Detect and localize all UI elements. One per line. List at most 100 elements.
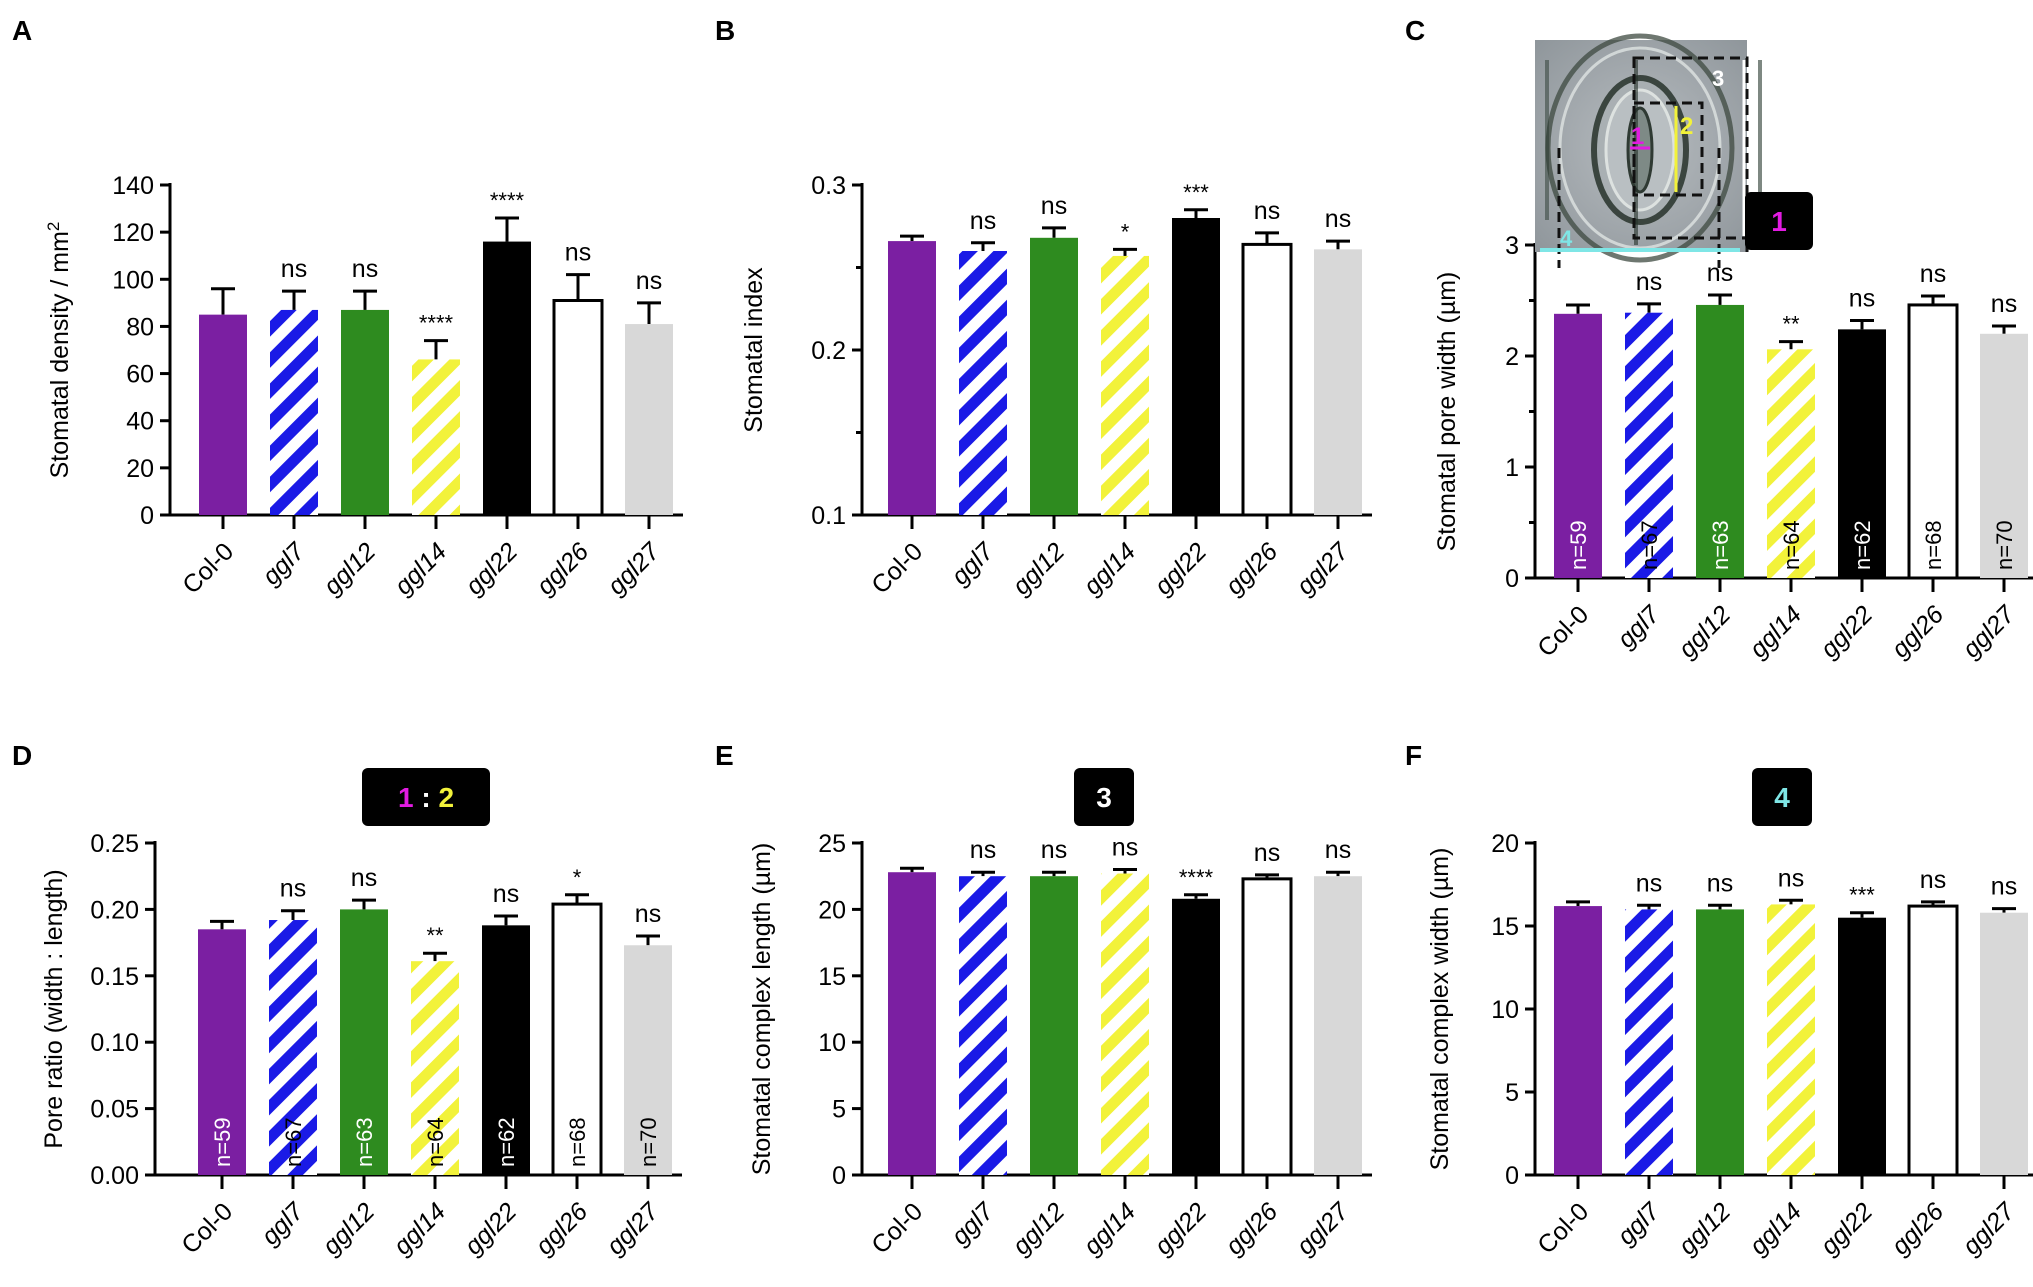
x-tick-label: ggl7 xyxy=(946,537,1000,591)
significance-label: * xyxy=(573,865,582,890)
x-tick-label: ggl14 xyxy=(1078,537,1141,600)
y-tick-label: 3 xyxy=(1505,232,1519,260)
y-axis-label: Stomatal index xyxy=(740,267,768,433)
bar-col-0 xyxy=(198,929,246,1175)
x-tick-label: ggl27 xyxy=(1957,1197,2021,1261)
significance-label: **** xyxy=(490,188,525,213)
badge-c: 1 xyxy=(1745,192,1813,250)
bar-ggl22 xyxy=(483,241,531,516)
x-tick-label: ggl22 xyxy=(1815,600,1878,663)
x-tick-label: ggl14 xyxy=(1744,1197,1807,1260)
significance-label: ns xyxy=(1041,836,1067,864)
x-tick-label: ggl12 xyxy=(1007,537,1070,600)
bar-ggl12 xyxy=(1030,876,1078,1175)
y-tick-label: 140 xyxy=(112,172,154,200)
significance-label: ns xyxy=(1991,873,2017,901)
y-tick-label: 100 xyxy=(112,266,154,294)
y-tick-label: 0.10 xyxy=(90,1029,139,1057)
x-tick-label: Col-0 xyxy=(1532,1197,1594,1259)
y-tick-label: 10 xyxy=(1491,996,1519,1024)
significance-label: ns xyxy=(1254,197,1280,225)
significance-label: ns xyxy=(1707,869,1733,897)
bar-ggl26 xyxy=(1241,877,1293,1177)
bar-col-0 xyxy=(888,872,936,1175)
y-tick-label: 0.05 xyxy=(90,1096,139,1124)
bar-col-0 xyxy=(1554,313,1602,578)
panel-b-chart: 0.1 0.2 0.3 Stomatal index Col-0 ggl7 ns ggl12 n… xyxy=(740,172,1372,600)
n-label: n=62 xyxy=(494,1117,519,1167)
panel-d-chart: 0.00 0.05 0.10 0.15 0.20 0.25 Pore ratio (widt… xyxy=(40,830,682,1260)
y-tick-label: 15 xyxy=(818,963,846,991)
badge-d-label-2: 2 xyxy=(438,782,454,813)
significance-label: ns xyxy=(493,880,519,908)
bar-ggl27 xyxy=(1314,249,1362,515)
panel-letter-c: C xyxy=(1405,15,1425,46)
panel-letter-f: F xyxy=(1405,740,1422,771)
x-tick-label: ggl27 xyxy=(1291,537,1355,601)
significance-label: ns xyxy=(1112,834,1138,862)
bar-ggl14 xyxy=(1767,904,1815,1175)
significance-label: ns xyxy=(635,900,661,928)
stomata-micrograph-inset: 1 2 3 4 xyxy=(1535,33,1762,268)
x-tick-label: Col-0 xyxy=(176,1197,238,1259)
x-tick-label: ggl12 xyxy=(1673,1197,1736,1260)
n-label: n=59 xyxy=(210,1117,235,1167)
y-axis-label: Pore ratio (width : length) xyxy=(40,869,68,1148)
y-tick-label: 20 xyxy=(126,455,154,483)
badge-f-label: 4 xyxy=(1774,782,1790,813)
significance-label: ns xyxy=(280,875,306,903)
panel-e-chart: 0 5 10 15 20 25 Stomatal complex length (µm) Co… xyxy=(748,830,1372,1260)
bar-ggl12 xyxy=(1696,909,1744,1175)
n-label: n=70 xyxy=(636,1117,661,1167)
n-label: n=68 xyxy=(565,1117,590,1167)
significance-label: ns xyxy=(1636,869,1662,897)
y-tick-label: 0.00 xyxy=(90,1162,139,1190)
x-tick-label: Col-0 xyxy=(1532,600,1594,662)
panel-letter-b: B xyxy=(715,15,735,46)
significance-label: *** xyxy=(1183,180,1209,205)
n-label: n=70 xyxy=(1992,520,2017,570)
y-tick-label: 0.1 xyxy=(811,502,846,530)
significance-label: ns xyxy=(636,267,662,295)
y-tick-label: 20 xyxy=(1491,830,1519,858)
x-tick-label: ggl22 xyxy=(460,537,523,600)
x-tick-label: ggl26 xyxy=(1220,537,1283,600)
bar-ggl7 xyxy=(269,920,317,1175)
inset-label-4: 4 xyxy=(1560,226,1573,251)
panel-a-chart: 0 20 40 60 80 100 120 140 Stomatal density / mm2… xyxy=(44,172,683,600)
x-tick-label: ggl14 xyxy=(1078,1197,1141,1260)
x-tick-label: ggl12 xyxy=(1673,600,1736,663)
bar-ggl26 xyxy=(1907,904,1959,1177)
x-tick-label: ggl7 xyxy=(257,537,311,591)
significance-label: **** xyxy=(419,311,454,336)
y-tick-label: 0.20 xyxy=(90,896,139,924)
bar-ggl12 xyxy=(1030,237,1078,516)
significance-label: ns xyxy=(281,255,307,283)
inset-label-1: 1 xyxy=(1631,123,1644,150)
panel-f-chart: 0 5 10 15 20 Stomatal complex width (µm) Col-0… xyxy=(1426,830,2033,1260)
significance-label: ns xyxy=(1325,205,1351,233)
significance-label: ** xyxy=(426,923,444,948)
y-axis-label: Stomatal pore width (µm) xyxy=(1433,272,1461,552)
x-tick-label: ggl27 xyxy=(1957,600,2021,664)
x-tick-label: ggl14 xyxy=(1744,600,1807,663)
x-tick-label: ggl7 xyxy=(946,1197,1000,1251)
y-tick-label: 20 xyxy=(818,896,846,924)
significance-label: ns xyxy=(1254,839,1280,867)
bar-ggl22 xyxy=(482,925,530,1175)
badge-d-separator: : xyxy=(414,782,439,813)
significance-label: ns xyxy=(1778,864,1804,892)
x-tick-label: ggl7 xyxy=(256,1197,310,1251)
significance-label: ns xyxy=(1325,836,1351,864)
significance-label: ns xyxy=(1991,290,2017,318)
panel-letter-d: D xyxy=(12,740,32,771)
significance-label: ns xyxy=(352,255,378,283)
x-tick-label: ggl22 xyxy=(1149,537,1212,600)
significance-label: ns xyxy=(565,239,591,267)
badge-f: 4 xyxy=(1752,768,1812,826)
bar-ggl22 xyxy=(1172,898,1220,1175)
significance-label: ns xyxy=(1849,284,1875,312)
x-tick-label: ggl7 xyxy=(1612,600,1666,654)
significance-label: **** xyxy=(1179,865,1214,890)
significance-label: * xyxy=(1121,219,1130,244)
